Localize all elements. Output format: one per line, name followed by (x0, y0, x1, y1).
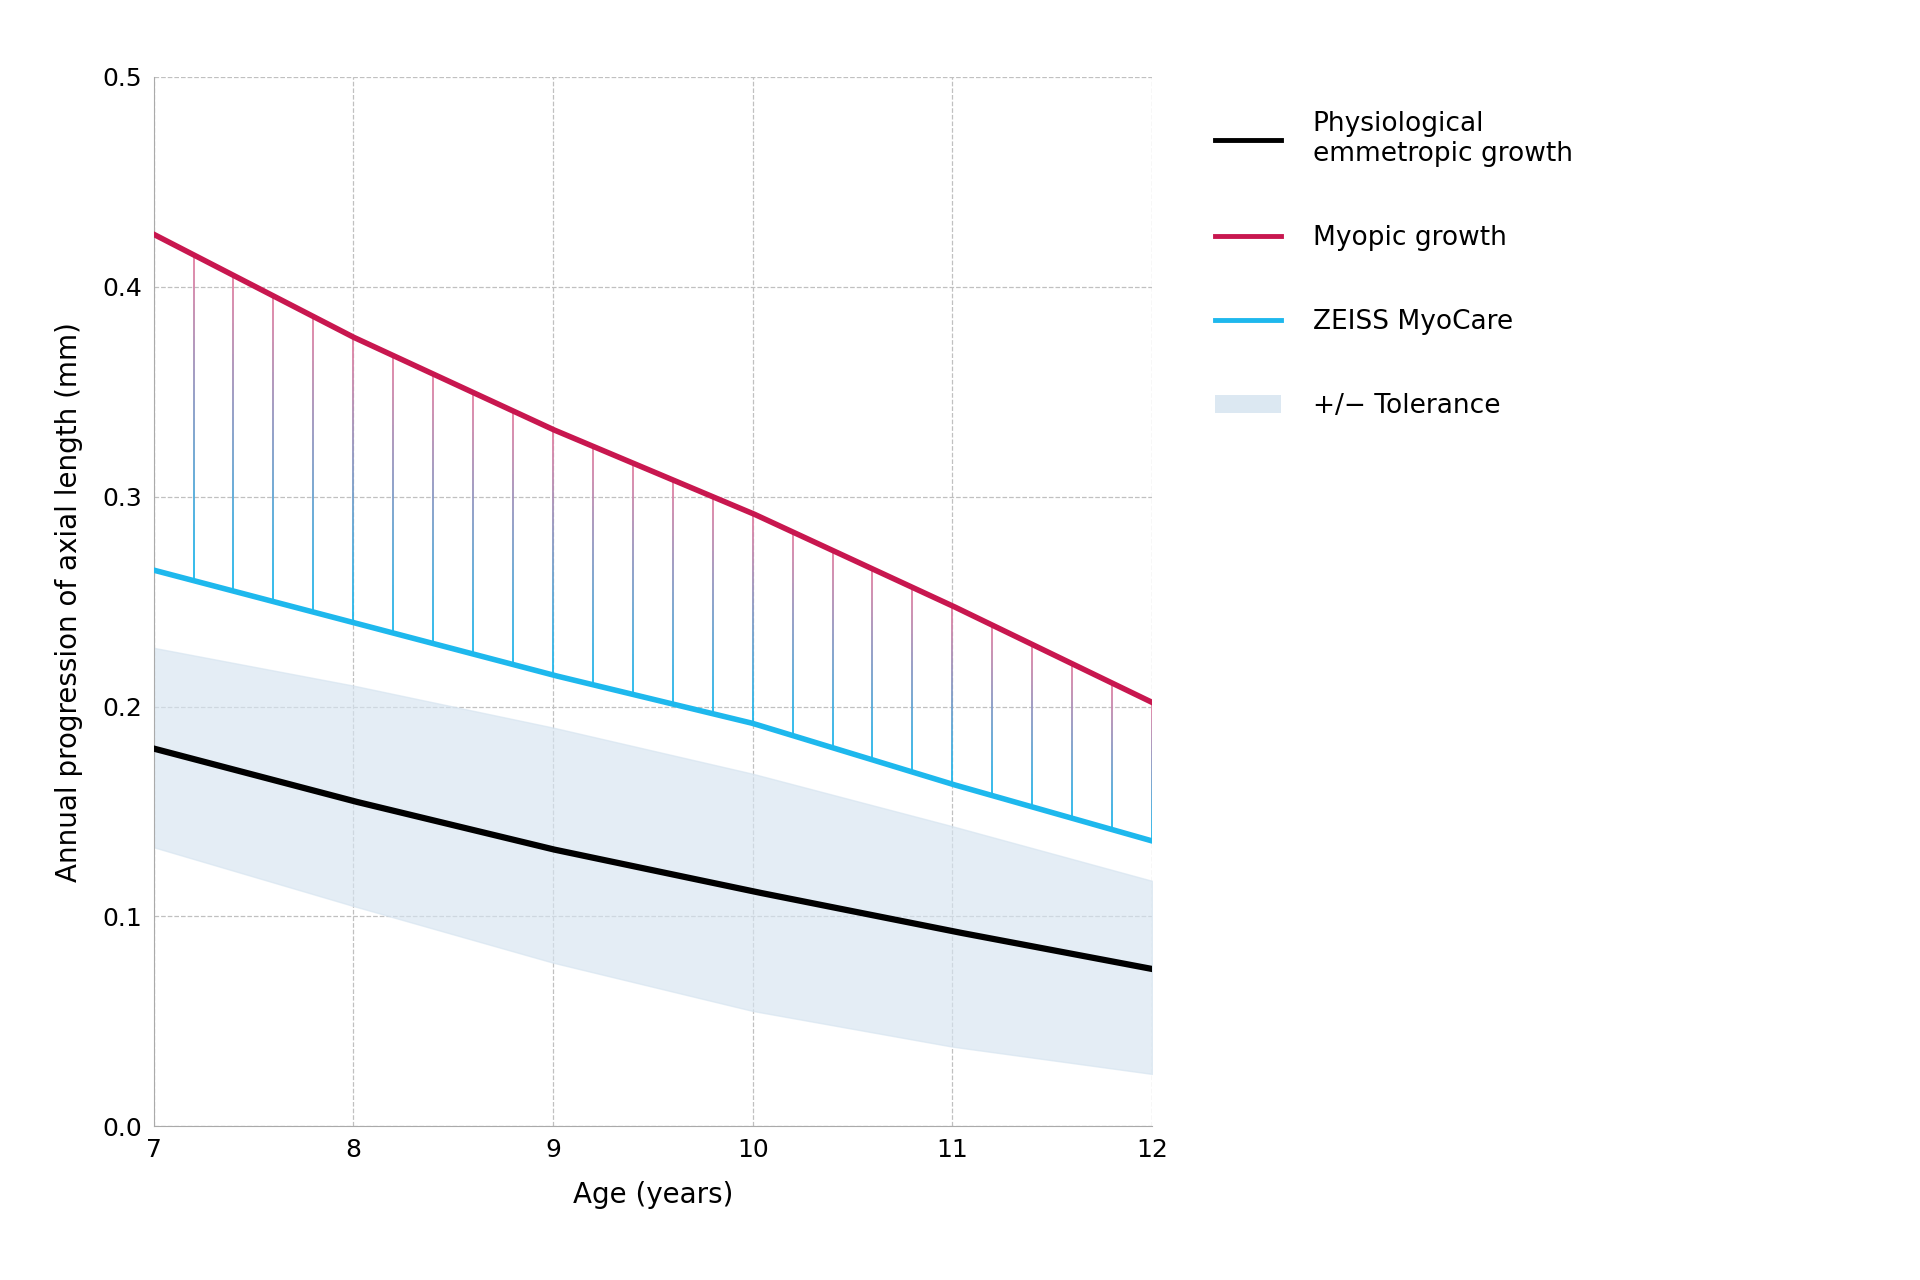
Y-axis label: Annual progression of axial length (mm): Annual progression of axial length (mm) (56, 321, 83, 882)
Legend: Physiological
emmetropic growth, Myopic growth, ZEISS MyoCare, +/− Tolerance: Physiological emmetropic growth, Myopic … (1215, 111, 1572, 419)
X-axis label: Age (years): Age (years) (572, 1181, 733, 1208)
